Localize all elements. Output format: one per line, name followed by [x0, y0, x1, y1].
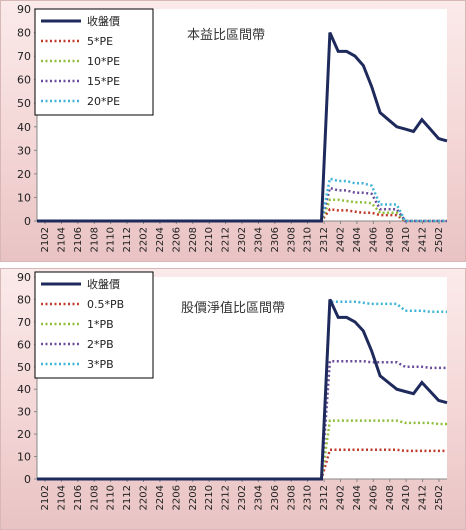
- pb-band-chart-panel: 0 10 20 30 40 50 60 70 80 90 2102 2104 2106 2108 2110 2…: [0, 268, 466, 530]
- legend-label: 5*PE: [87, 35, 113, 48]
- y-tick-label: 90: [17, 271, 31, 284]
- x-tick-label: 2410: [401, 227, 412, 252]
- pe-band-chart: 0 10 20 30 40 50 60 70 80 90 2102 2104 2106 2108 2110 2…: [17, 3, 448, 252]
- y-tick-label: 90: [17, 3, 31, 16]
- y-tick-label: 30: [17, 144, 31, 157]
- x-tick-label: 2202: [139, 485, 150, 510]
- y-tick-label: 80: [17, 27, 31, 40]
- chart-title: 股價淨值比區間帶: [181, 300, 285, 316]
- x-tick-label: 2310: [303, 227, 314, 252]
- x-tick-label: 2408: [385, 485, 396, 510]
- legend-label: 2*PB: [87, 338, 114, 351]
- pe-band-chart-panel: 0 10 20 30 40 50 60 70 80 90 2102 2104 2106 2108 2110 2…: [0, 0, 466, 262]
- y-tick-label: 10: [17, 451, 31, 464]
- legend: 收盤價 0.5*PB 1*PB 2*PB 3*PB: [34, 271, 154, 379]
- x-tick-label: 2304: [253, 485, 264, 510]
- y-tick-label: 70: [17, 50, 31, 63]
- y-tick-label: 0: [24, 215, 31, 228]
- x-tick-label: 2106: [73, 485, 84, 510]
- y-tick-label: 50: [17, 97, 31, 110]
- y-tick-label: 70: [17, 316, 31, 329]
- x-tick-label: 2310: [303, 485, 314, 510]
- x-tick-label: 2112: [122, 485, 133, 510]
- x-tick-label: 2112: [122, 227, 133, 252]
- x-tick-label: 2412: [418, 485, 429, 510]
- x-tick-label: 2104: [56, 485, 67, 510]
- chart-title: 本益比區間帶: [187, 28, 265, 43]
- x-tick-label: 2308: [286, 227, 297, 252]
- x-tick-label: 2304: [253, 227, 264, 252]
- x-tick-label: 2412: [418, 227, 429, 252]
- x-tick-label: 2212: [221, 485, 232, 510]
- y-tick-label: 20: [17, 428, 31, 441]
- legend-label: 0.5*PB: [87, 298, 124, 311]
- series-line-0: [37, 31, 448, 223]
- legend-label: 收盤價: [87, 14, 120, 28]
- x-tick-label: 2302: [237, 227, 248, 252]
- x-tick-label: 2410: [401, 485, 412, 510]
- x-tick-label: 2502: [434, 485, 445, 510]
- x-tick-label: 2404: [352, 485, 363, 510]
- x-tick-label: 2108: [89, 485, 100, 510]
- y-tick-label: 0: [24, 473, 31, 486]
- x-tick-label: 2406: [368, 485, 379, 510]
- legend-label: 3*PB: [87, 358, 114, 371]
- y-tick-label: 60: [17, 338, 31, 351]
- series-line-0: [37, 298, 448, 481]
- x-tick-label: 2306: [270, 227, 281, 252]
- legend: 收盤價 5*PE 10*PE 15*PE 20*PE: [34, 8, 154, 116]
- x-tick-label: 2106: [73, 227, 84, 252]
- x-tick-label: 2402: [336, 485, 347, 510]
- y-tick-label: 40: [17, 383, 31, 396]
- x-tick-label: 2206: [171, 227, 182, 252]
- x-tick-label: 2312: [319, 227, 330, 252]
- x-tick-label: 2206: [171, 485, 182, 510]
- y-tick-label: 30: [17, 406, 31, 419]
- y-tick-label: 80: [17, 293, 31, 306]
- x-tick-label: 2306: [270, 485, 281, 510]
- x-tick-label: 2208: [188, 227, 199, 252]
- x-tick-label: 2104: [56, 227, 67, 252]
- y-tick-label: 60: [17, 74, 31, 87]
- x-tick-label: 2502: [434, 227, 445, 252]
- x-tick-label: 2402: [336, 227, 347, 252]
- legend-label: 收盤價: [87, 277, 120, 291]
- y-tick-label: 50: [17, 361, 31, 374]
- x-tick-label: 2110: [106, 227, 117, 252]
- x-tick-label: 2110: [106, 485, 117, 510]
- x-tick-label: 2108: [89, 227, 100, 252]
- x-tick-label: 2210: [204, 227, 215, 252]
- x-tick-label: 2204: [155, 227, 166, 252]
- x-tick-label: 2208: [188, 485, 199, 510]
- legend-label: 10*PE: [87, 55, 120, 68]
- legend-label: 1*PB: [87, 318, 114, 331]
- x-tick-label: 2406: [368, 227, 379, 252]
- x-tick-label: 2102: [40, 485, 51, 510]
- legend-label: 20*PE: [87, 95, 120, 108]
- y-tick-label: 40: [17, 121, 31, 134]
- x-tick-label: 2404: [352, 227, 363, 252]
- y-tick-label: 10: [17, 191, 31, 204]
- legend-label: 15*PE: [87, 75, 120, 88]
- x-tick-label: 2212: [221, 227, 232, 252]
- y-tick-label: 20: [17, 168, 31, 181]
- pb-band-chart: 0 10 20 30 40 50 60 70 80 90 2102 2104 2106 2108 2110 2…: [17, 271, 448, 510]
- x-tick-label: 2210: [204, 485, 215, 510]
- x-tick-label: 2308: [286, 485, 297, 510]
- x-tick-label: 2202: [139, 227, 150, 252]
- x-tick-label: 2102: [40, 227, 51, 252]
- x-tick-label: 2408: [385, 227, 396, 252]
- x-tick-label: 2312: [319, 485, 330, 510]
- x-tick-label: 2204: [155, 485, 166, 510]
- x-tick-label: 2302: [237, 485, 248, 510]
